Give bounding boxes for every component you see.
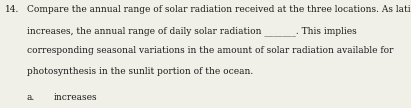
Text: Compare the annual range of solar radiation received at the three locations. As : Compare the annual range of solar radiat… <box>27 5 411 14</box>
Text: corresponding seasonal variations in the amount of solar radiation available for: corresponding seasonal variations in the… <box>27 46 393 55</box>
Text: photosynthesis in the sunlit portion of the ocean.: photosynthesis in the sunlit portion of … <box>27 67 253 76</box>
Text: increases, the annual range of daily solar radiation _______. This implies: increases, the annual range of daily sol… <box>27 26 356 36</box>
Text: 14.: 14. <box>5 5 19 14</box>
Text: increases: increases <box>53 93 97 102</box>
Text: a.: a. <box>27 93 35 102</box>
